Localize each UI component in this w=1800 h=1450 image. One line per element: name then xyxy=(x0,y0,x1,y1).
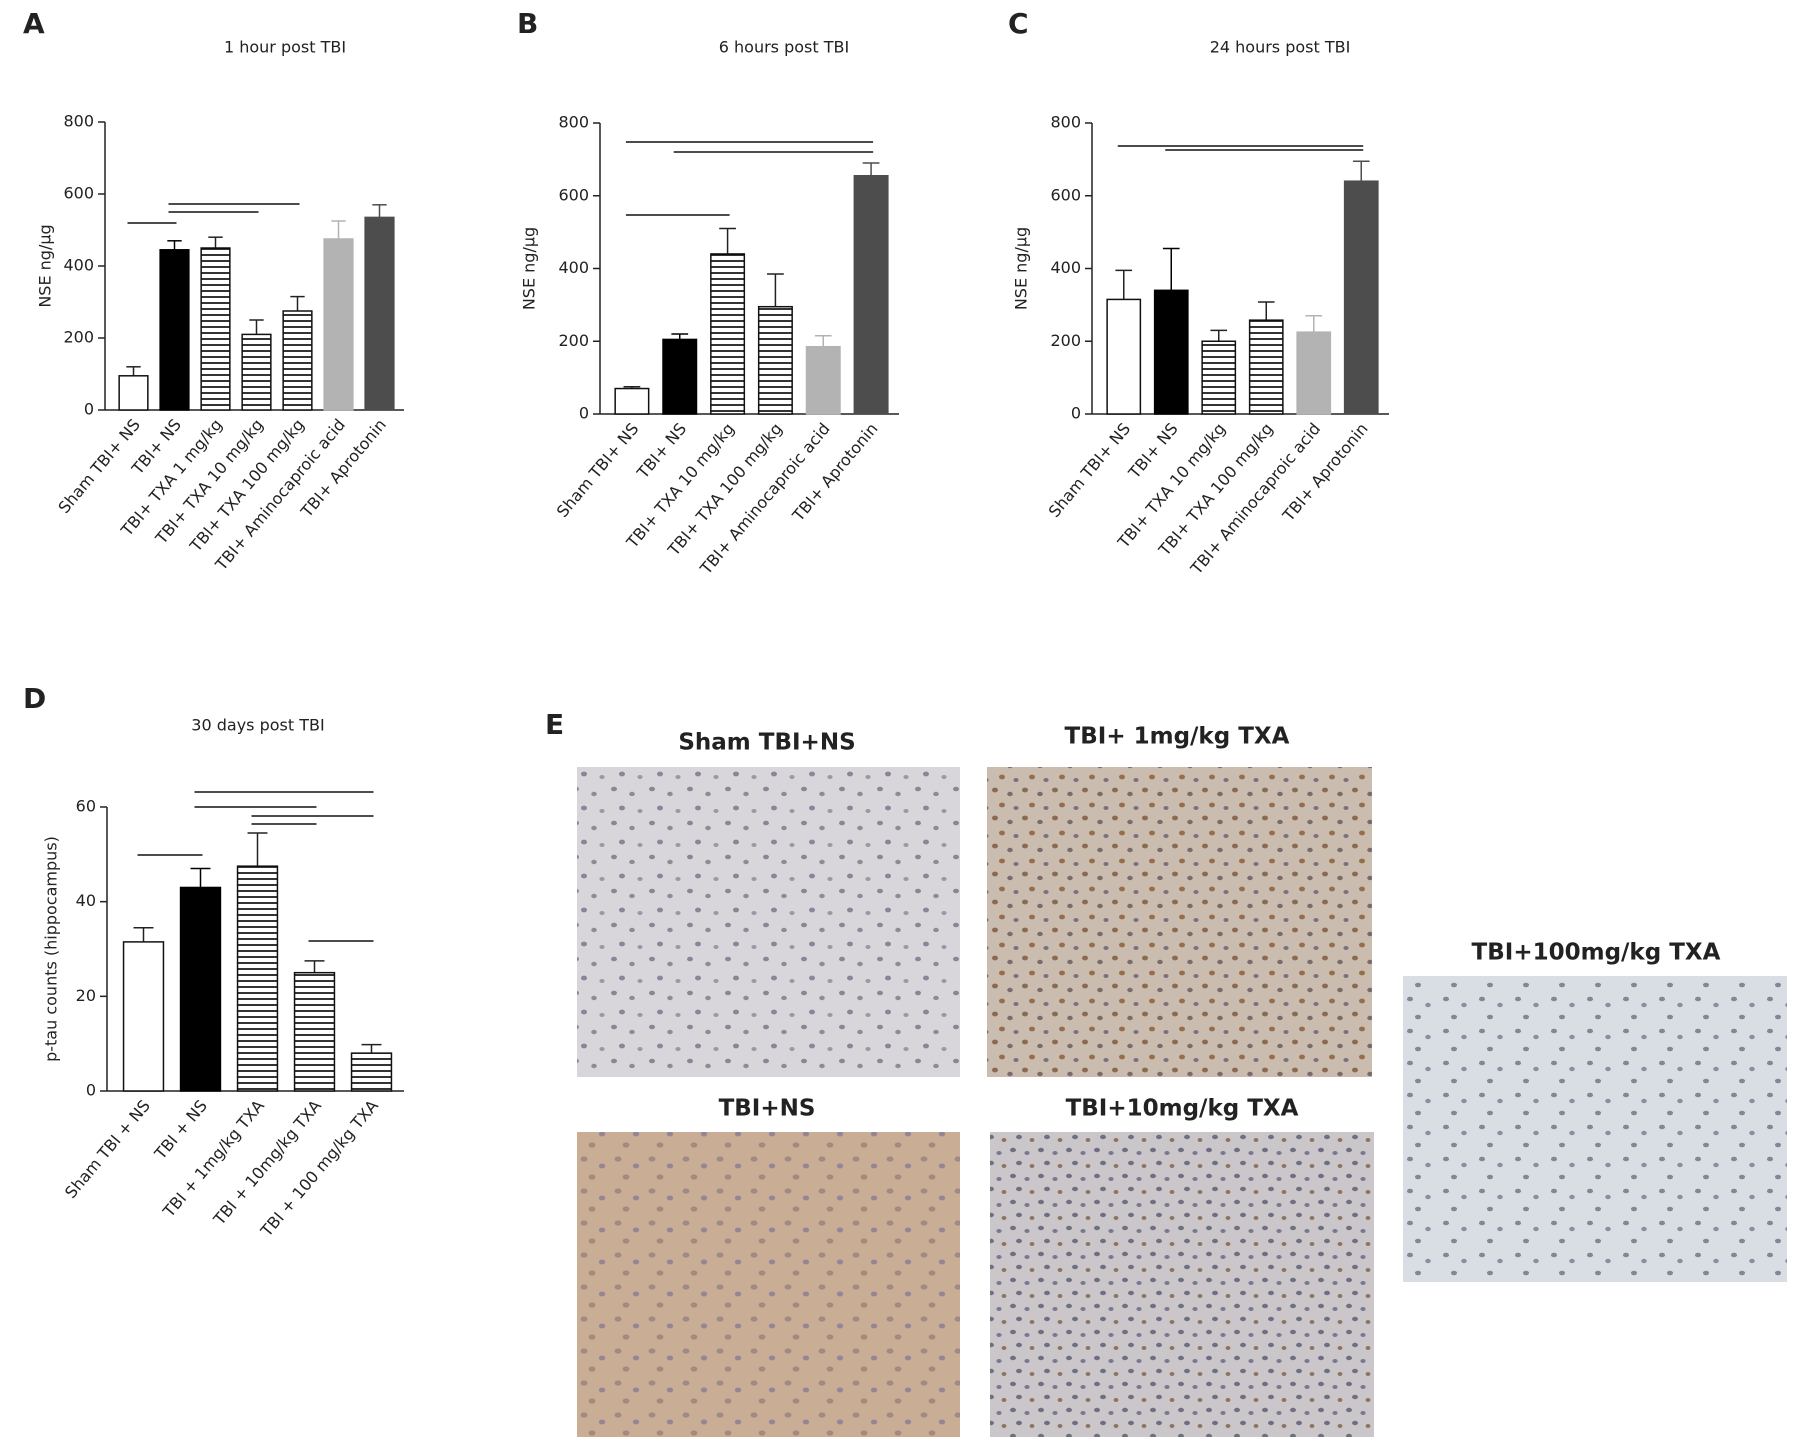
panel-label: C xyxy=(1008,7,1029,40)
y-tick-label: 400 xyxy=(63,256,94,275)
bar xyxy=(757,305,793,415)
bar xyxy=(1343,180,1379,415)
y-axis-label: NSE ng/µg xyxy=(520,227,539,310)
x-tick-label: TBI+ Aprotonin xyxy=(1278,419,1372,525)
y-tick-label: 20 xyxy=(76,986,96,1005)
y-tick-label: 40 xyxy=(76,891,96,910)
y-tick-label: 200 xyxy=(63,328,94,347)
y-tick-label: 800 xyxy=(558,113,589,132)
panel-label: A xyxy=(23,7,45,40)
bar xyxy=(282,310,313,411)
y-tick-label: 0 xyxy=(1071,404,1081,423)
y-tick-label: 600 xyxy=(1050,185,1081,204)
image-caption: TBI+NS xyxy=(719,1096,816,1122)
image-caption: TBI+100mg/kg TXA xyxy=(1472,940,1721,966)
bar xyxy=(805,345,841,415)
bar xyxy=(364,216,395,411)
bar xyxy=(710,253,746,415)
bar xyxy=(1153,289,1189,415)
chart-title: 30 days post TBI xyxy=(191,716,324,735)
chart-title: 6 hours post TBI xyxy=(719,38,849,57)
y-tick-label: 400 xyxy=(558,258,589,277)
bar xyxy=(122,941,165,1092)
x-tick-label: TBI+ Aprotonin xyxy=(788,419,882,525)
bar xyxy=(853,174,889,415)
bar xyxy=(1248,319,1284,415)
x-tick-label: Sham TBI+ NS xyxy=(1045,419,1135,521)
micrograph-cells xyxy=(577,767,960,1077)
image-caption: TBI+10mg/kg TXA xyxy=(1066,1096,1299,1122)
x-tick-label: TBI + 100 mg/kg TXA xyxy=(256,1096,382,1241)
image-caption: TBI+ 1mg/kg TXA xyxy=(1065,724,1290,750)
x-tick-label: TBI + 10mg/kg TXA xyxy=(209,1096,325,1229)
bar xyxy=(118,375,149,411)
y-tick-label: 0 xyxy=(84,400,94,419)
y-tick-label: 200 xyxy=(558,331,589,350)
bar xyxy=(200,247,231,411)
bar xyxy=(159,249,190,411)
x-tick-label: TBI + NS xyxy=(150,1096,211,1163)
panel-label: D xyxy=(23,682,46,715)
bar xyxy=(241,333,272,411)
y-tick-label: 200 xyxy=(1050,331,1081,350)
bar xyxy=(293,971,336,1092)
y-axis-label: NSE ng/µg xyxy=(36,224,55,307)
bar xyxy=(1296,331,1332,415)
panel-label: E xyxy=(545,708,564,741)
bar xyxy=(179,886,222,1092)
y-tick-label: 600 xyxy=(63,184,94,203)
image-caption: Sham TBI+NS xyxy=(678,730,855,756)
y-tick-label: 0 xyxy=(579,404,589,423)
y-tick-label: 60 xyxy=(76,797,96,816)
y-tick-label: 400 xyxy=(1050,258,1081,277)
bar xyxy=(1201,340,1237,415)
bar xyxy=(350,1052,393,1092)
bar xyxy=(1106,298,1142,415)
y-tick-label: 0 xyxy=(86,1081,96,1100)
x-tick-label: Sham TBI+ NS xyxy=(553,419,643,521)
x-tick-label: Sham TBI + NS xyxy=(61,1096,154,1202)
y-axis-label: p-tau counts (hippocampus) xyxy=(42,836,61,1062)
chart-title: 24 hours post TBI xyxy=(1210,38,1351,57)
y-tick-label: 600 xyxy=(558,185,589,204)
micrograph-cells xyxy=(1403,976,1787,1282)
bar xyxy=(662,338,698,415)
micrograph-cells xyxy=(577,1132,960,1437)
micrograph-cells xyxy=(987,767,1372,1077)
bar xyxy=(323,238,354,411)
y-axis-label: NSE ng/µg xyxy=(1012,227,1031,310)
bar xyxy=(614,387,650,415)
micrograph-cells xyxy=(990,1132,1374,1437)
y-tick-label: 800 xyxy=(63,112,94,131)
bar xyxy=(236,865,279,1092)
y-tick-label: 800 xyxy=(1050,113,1081,132)
panel-label: B xyxy=(517,7,538,40)
x-tick-label: TBI + 1mg/kg TXA xyxy=(159,1096,268,1221)
chart-title: 1 hour post TBI xyxy=(224,38,346,57)
